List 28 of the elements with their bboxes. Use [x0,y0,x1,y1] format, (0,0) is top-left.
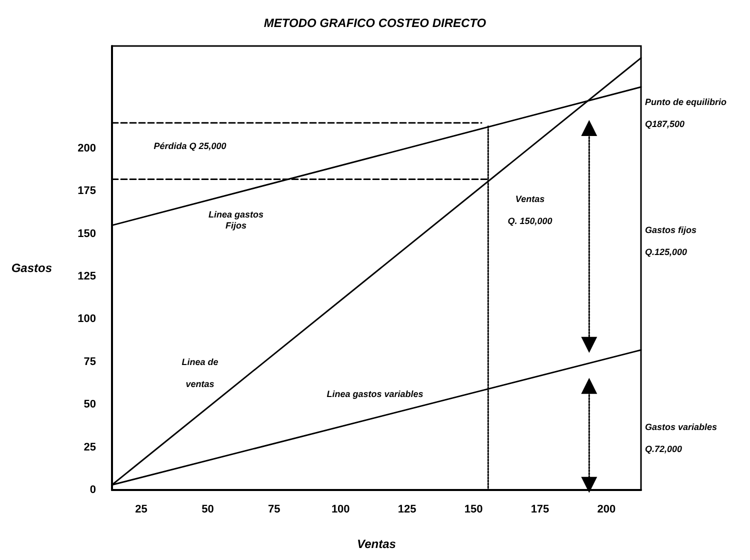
x-axis-title: Ventas [357,537,396,551]
text: Ventas Q. 150,000 [508,194,552,226]
text: Gastos variables Q.72,000 [645,422,718,454]
y-tick-label: 150 [78,228,96,240]
chart-title: METODO GRAFICO COSTEO DIRECTO [264,16,487,30]
y-tick-label: 75 [84,356,96,368]
y-tick-label: 100 [78,313,96,326]
y-tick-label: 50 [84,398,96,411]
annotation: Linea gastos variables [326,389,424,399]
text: Gastos fijos Q.125,000 [645,225,697,257]
text: Linea de ventas [182,357,218,389]
x-tick-label: 150 [464,504,483,516]
y-tick-label: 175 [78,185,96,198]
y-tick-label: 125 [78,270,96,283]
x-tick-label: 125 [398,504,416,516]
x-tick-label: 200 [597,504,616,516]
y-tick-label: 0 [90,484,96,496]
x-tick-label: 50 [202,504,214,516]
x-tick-label: 75 [268,504,280,516]
y-tick-label: 25 [84,441,96,454]
y-tick-label: 200 [78,142,96,154]
x-tick-label: 25 [135,504,148,516]
x-tick-label: 100 [331,504,350,516]
text: Punto de equilibrio Q187,500 [645,97,726,129]
y-axis-title: Gastos [11,261,52,275]
annotation: Linea gastos Fijos [208,210,264,230]
x-tick-label: 175 [530,504,550,516]
annotation: Pérdida Q 25,000 [154,141,226,151]
